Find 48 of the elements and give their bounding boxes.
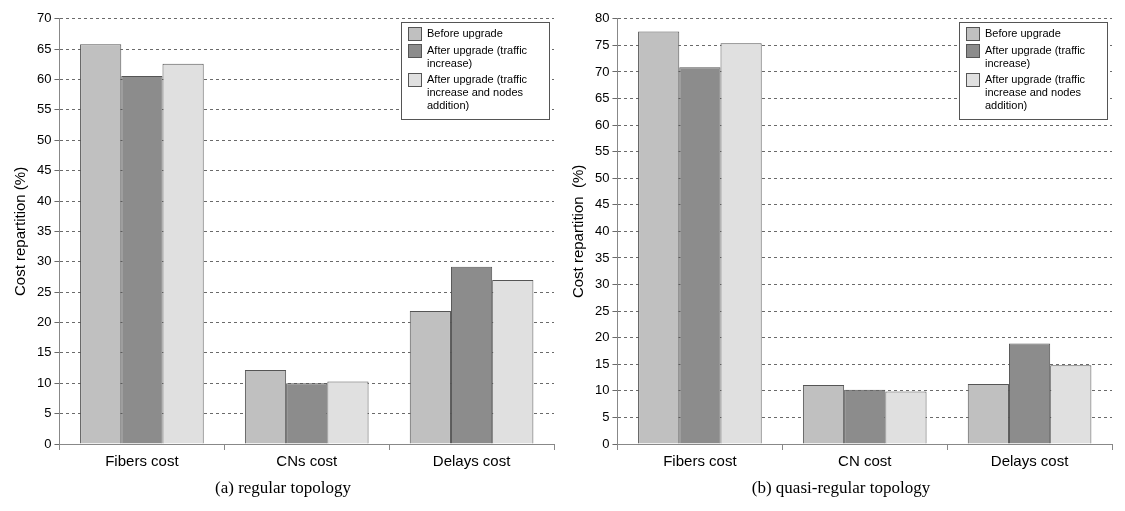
legend-label: After upgrade (traffic increase and nodes addition) xyxy=(985,73,1087,112)
y-tick-label: 10 xyxy=(36,374,52,390)
y-tick-label: 70 xyxy=(594,63,610,79)
y-tick-label: 35 xyxy=(594,249,610,265)
y-tick-label: 60 xyxy=(594,116,610,132)
y-tick-label: 25 xyxy=(594,302,610,318)
legend-label: After upgrade (traffic increase and nodes addition) xyxy=(427,73,529,112)
y-axis-title: Cost repartition (%) xyxy=(569,164,587,299)
y-tick-label: 65 xyxy=(594,90,610,106)
text: (a) regular topology xyxy=(215,478,351,498)
y-tick-label: 5 xyxy=(602,409,610,424)
y-tick-label: 15 xyxy=(36,344,52,360)
y-tick-label: 20 xyxy=(594,329,610,345)
y-tick-label: 50 xyxy=(594,169,610,185)
y-tick-label: 40 xyxy=(594,222,610,238)
y-tick-label: 40 xyxy=(36,192,52,208)
y-tick-label: 15 xyxy=(594,355,610,371)
y-tick-label: 0 xyxy=(602,435,610,451)
y-tick-label: 25 xyxy=(36,283,52,299)
y-tick-label: 45 xyxy=(36,162,52,178)
y-tick-label: 10 xyxy=(594,382,610,398)
y-tick-label: 70 xyxy=(36,10,52,26)
y-tick-label: 50 xyxy=(36,131,52,147)
y-tick-label: 20 xyxy=(36,314,52,330)
y-tick-label: 55 xyxy=(36,101,52,117)
y-axis-title: Cost repartition (%) xyxy=(11,166,29,297)
legend-label: Before upgrade xyxy=(985,27,1061,40)
x-tick-label: CNs cost xyxy=(276,452,338,470)
y-tick-label: 80 xyxy=(594,10,610,26)
x-tick-label: CN cost xyxy=(838,452,893,470)
x-tick-label: Delays cost xyxy=(432,452,512,470)
y-tick-label: 60 xyxy=(36,71,52,87)
x-tick-label: Fibers cost xyxy=(663,452,738,470)
y-tick-label: 5 xyxy=(44,405,52,421)
y-tick-label: 75 xyxy=(594,36,610,52)
y-tick-label: 30 xyxy=(36,253,52,269)
text: (b) quasi-regular topology xyxy=(751,478,931,498)
legend-label: After upgrade (traffic increase) xyxy=(427,44,529,70)
y-tick-label: 0 xyxy=(44,435,52,451)
y-tick-label: 35 xyxy=(36,222,52,238)
x-tick-label: Delays cost xyxy=(990,452,1070,470)
y-tick-label: 45 xyxy=(594,196,610,212)
y-tick-label: 65 xyxy=(36,40,52,56)
legend-label: Before upgrade xyxy=(427,27,503,40)
legend-label: After upgrade (traffic increase) xyxy=(985,44,1087,70)
y-tick-label: 30 xyxy=(594,276,610,292)
y-tick-label: 55 xyxy=(594,143,610,159)
x-tick-label: Fibers cost xyxy=(105,452,180,470)
